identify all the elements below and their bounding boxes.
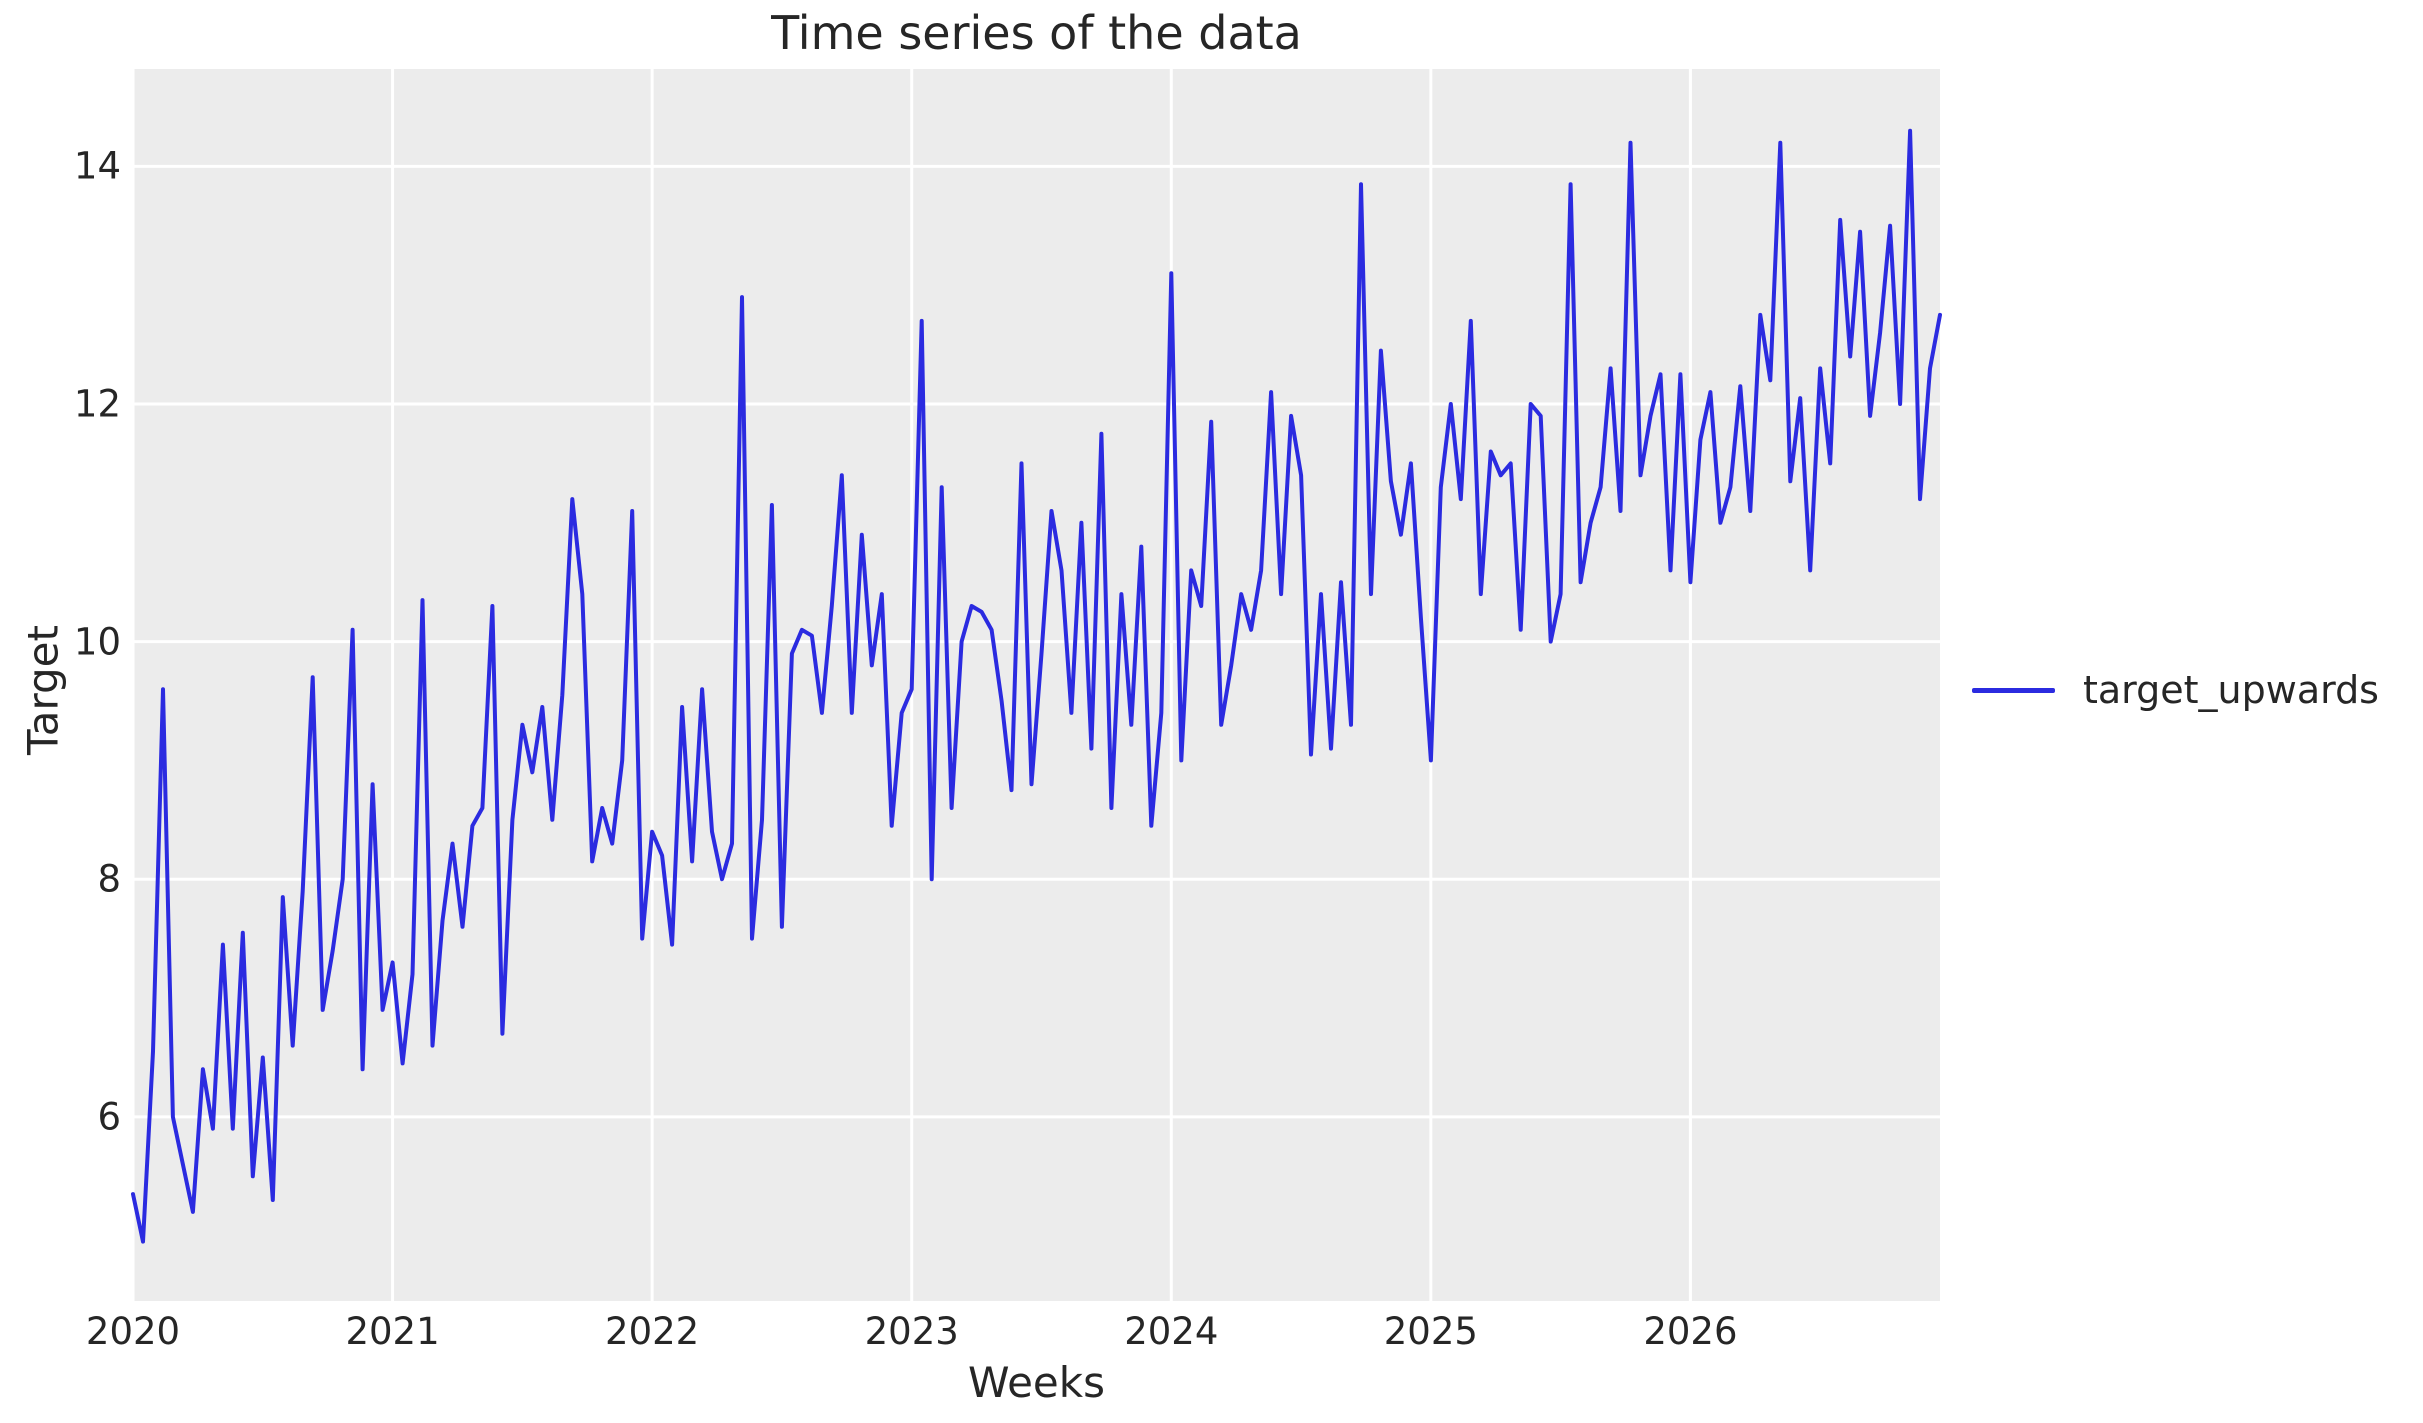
x-tick-label: 2025 [1383, 1310, 1478, 1353]
x-tick-label: 2020 [85, 1310, 181, 1353]
y-tick-label: 6 [97, 1095, 121, 1139]
x-axis-label: Weeks [968, 1358, 1105, 1407]
x-tick-label: 2026 [1643, 1310, 1738, 1353]
y-tick-label: 10 [73, 620, 121, 664]
legend-entry-label: target_upwards [2083, 668, 2379, 712]
x-tick-label: 2023 [864, 1310, 959, 1353]
x-tick-label: 2021 [345, 1310, 440, 1353]
series-line-target_upwards [131, 128, 1942, 1244]
series-lines [131, 128, 1942, 1244]
y-tick-label: 14 [73, 144, 121, 188]
plot-background [133, 69, 1940, 1301]
x-tick-label: 2024 [1124, 1310, 1219, 1353]
chart-title: Time series of the data [771, 6, 1302, 60]
y-tick-label: 8 [97, 857, 121, 901]
legend-line-sample [1972, 687, 2055, 693]
y-axis-label: Target [18, 625, 68, 755]
x-tick-label: 2022 [605, 1310, 700, 1353]
legend: target_upwards [1972, 668, 2379, 712]
y-tick-label: 12 [73, 382, 121, 426]
